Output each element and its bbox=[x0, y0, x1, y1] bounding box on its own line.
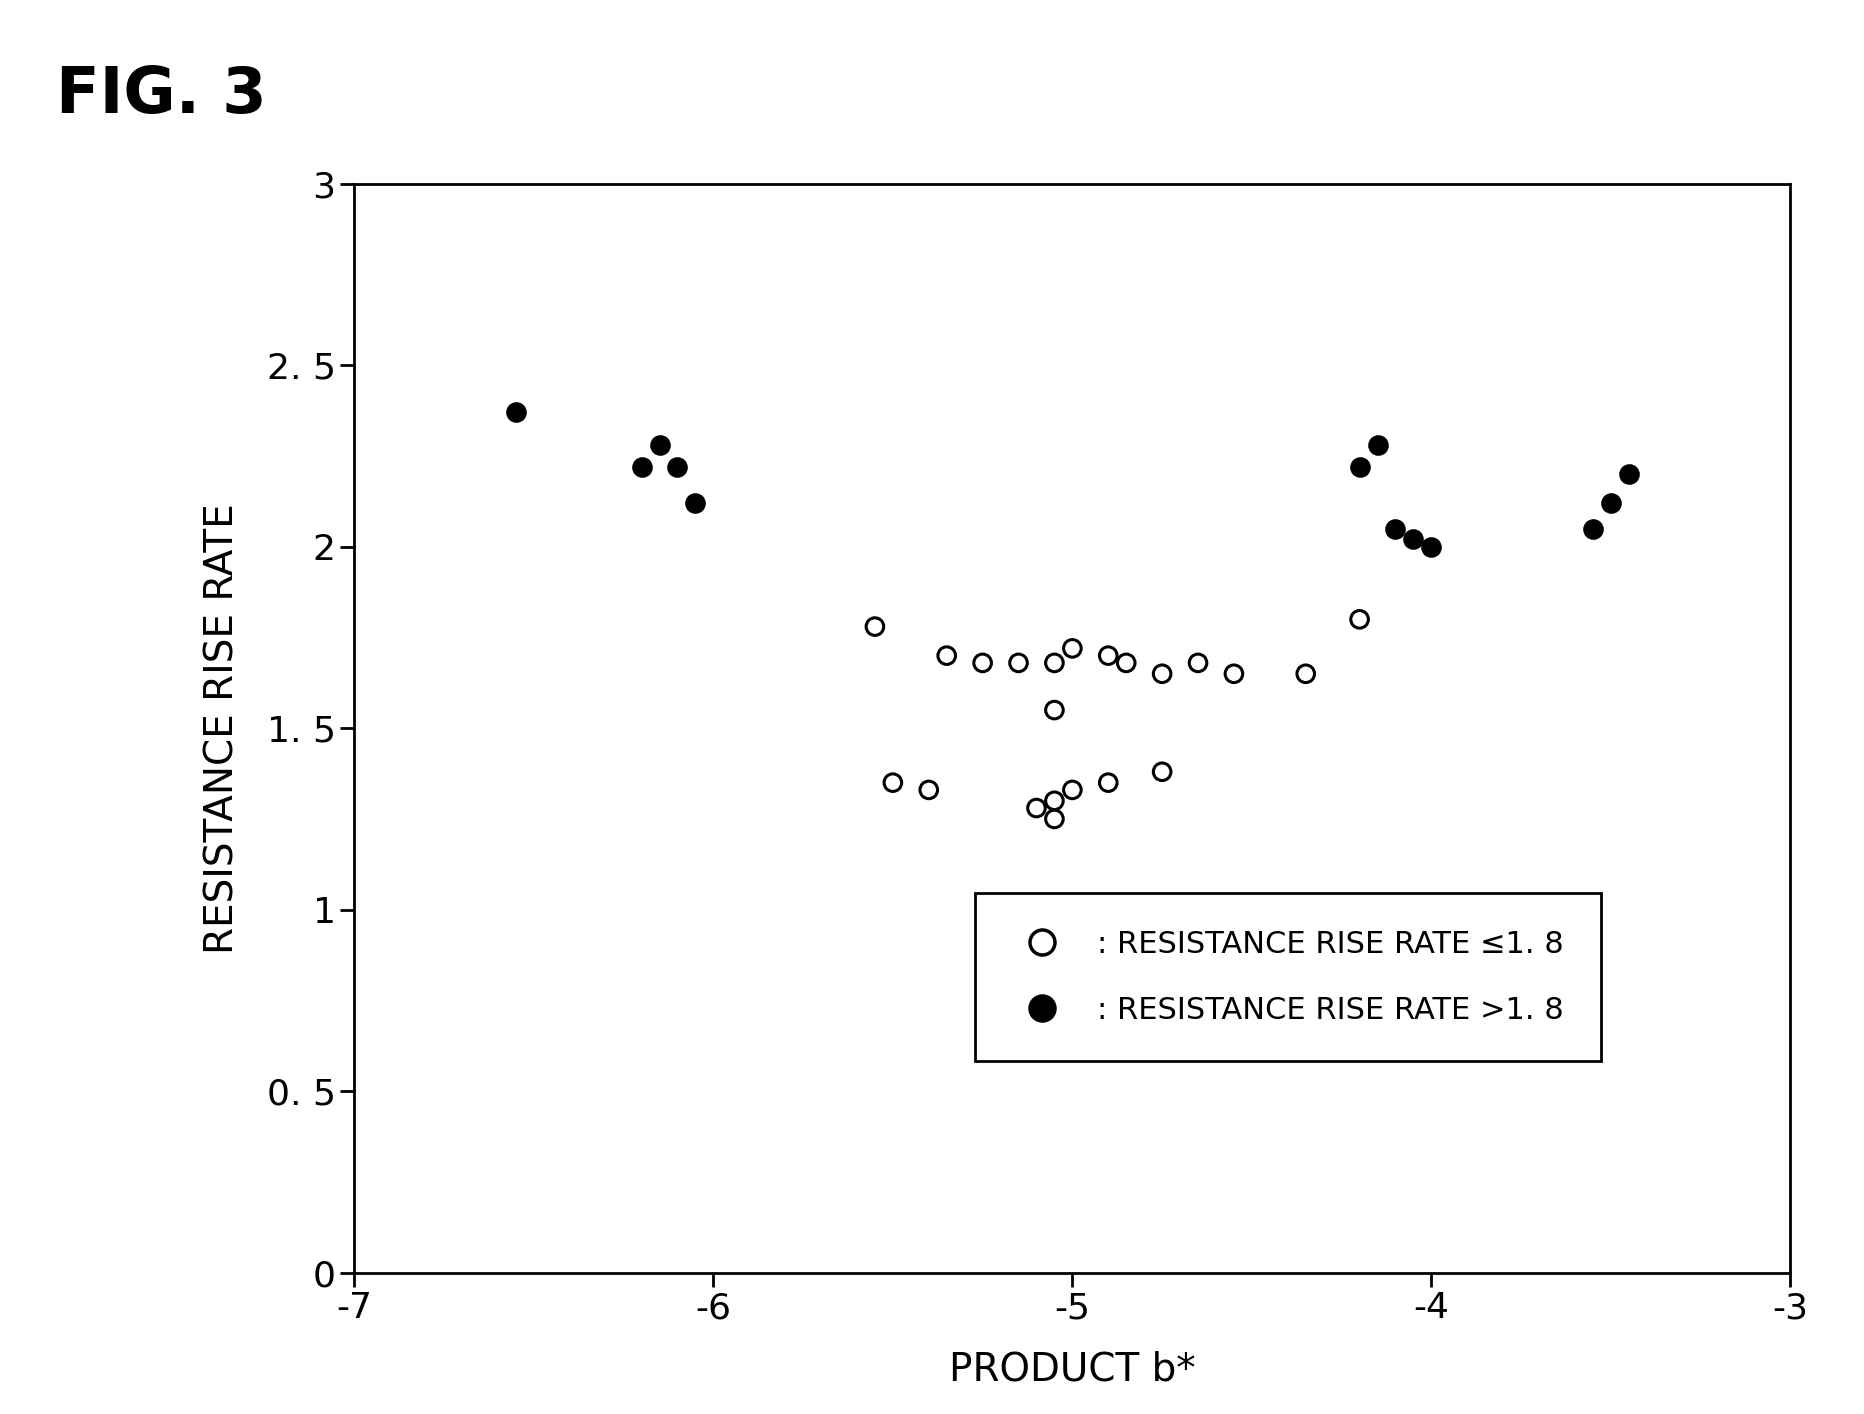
Point bbox=[680, 492, 710, 515]
Point bbox=[1092, 645, 1122, 667]
Point bbox=[626, 455, 656, 478]
Point bbox=[1363, 434, 1392, 457]
Point bbox=[1344, 608, 1374, 631]
Point bbox=[662, 455, 692, 478]
Point bbox=[1038, 807, 1068, 830]
Point bbox=[1596, 492, 1625, 515]
Point bbox=[1219, 663, 1249, 686]
Legend: : RESISTANCE RISE RATE ≤1. 8, : RESISTANCE RISE RATE >1. 8: : RESISTANCE RISE RATE ≤1. 8, : RESISTAN… bbox=[975, 894, 1599, 1062]
Point bbox=[1379, 518, 1409, 540]
Point bbox=[1057, 779, 1087, 802]
Point bbox=[1417, 536, 1446, 559]
Text: FIG. 3: FIG. 3 bbox=[56, 64, 267, 126]
Point bbox=[932, 645, 962, 667]
Point bbox=[878, 772, 908, 795]
Point bbox=[1092, 772, 1122, 795]
Point bbox=[913, 779, 943, 802]
Y-axis label: RESISTANCE RISE RATE: RESISTANCE RISE RATE bbox=[203, 503, 242, 953]
Point bbox=[501, 402, 531, 424]
Point bbox=[1577, 518, 1607, 540]
Point bbox=[1290, 663, 1320, 686]
Point bbox=[1057, 638, 1087, 660]
Point bbox=[1003, 652, 1033, 674]
Point bbox=[1111, 652, 1141, 674]
Point bbox=[1146, 663, 1176, 686]
Point bbox=[859, 615, 889, 638]
Point bbox=[1038, 789, 1068, 812]
Point bbox=[1344, 455, 1374, 478]
Point bbox=[645, 434, 675, 457]
Point bbox=[1612, 462, 1642, 485]
Point bbox=[1398, 529, 1428, 551]
Point bbox=[1038, 652, 1068, 674]
Point bbox=[1182, 652, 1212, 674]
X-axis label: PRODUCT b*: PRODUCT b* bbox=[949, 1350, 1195, 1389]
Point bbox=[1146, 761, 1176, 783]
Point bbox=[1038, 699, 1068, 721]
Point bbox=[1021, 796, 1051, 819]
Point bbox=[967, 652, 997, 674]
